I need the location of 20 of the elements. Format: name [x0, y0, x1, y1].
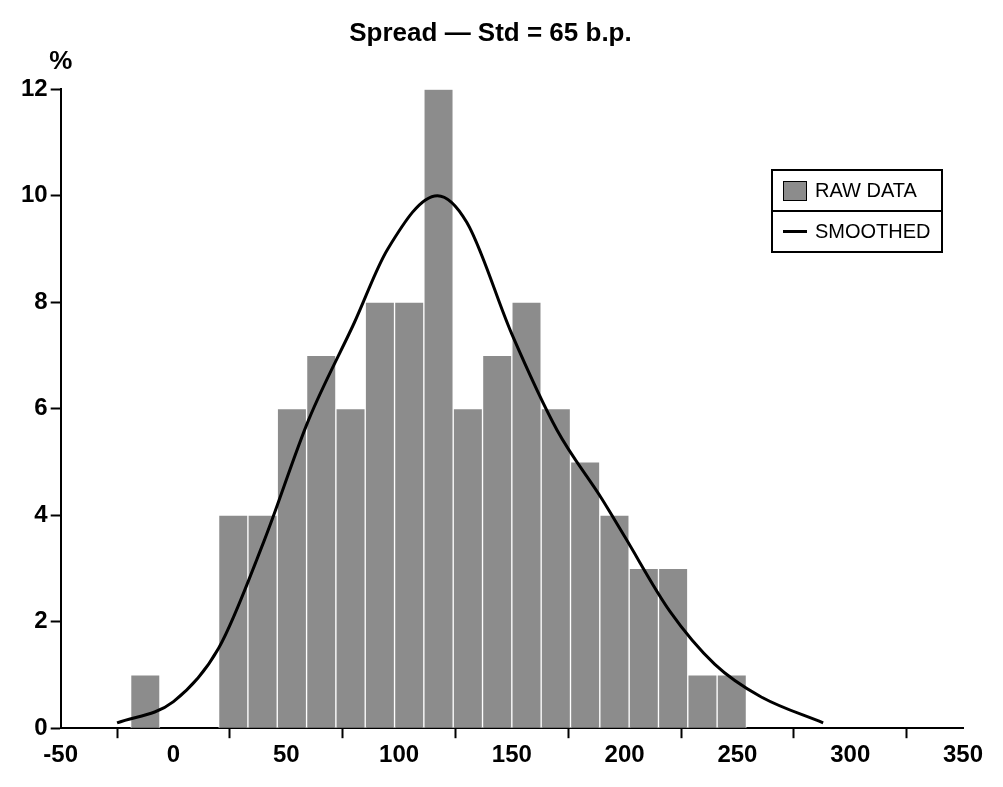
x-tick-label: 300	[830, 740, 871, 768]
x-tick-label: 100	[379, 740, 420, 768]
x-tick-label: 350	[942, 740, 984, 768]
x-tick-label: 250	[717, 740, 758, 768]
y-tick-label: 4	[34, 499, 49, 527]
x-tick-label: 0	[166, 740, 181, 768]
y-tick-label: 0	[34, 712, 48, 740]
legend-label: RAW DATA	[815, 179, 917, 203]
y-tick-label: 8	[34, 286, 48, 314]
legend-label: SMOOTHED	[815, 220, 931, 244]
chart-title: Spread — Std = 65 b.p.	[349, 16, 632, 47]
y-tick-label: 2	[34, 606, 48, 634]
y-tick-label: 10	[20, 180, 48, 208]
x-tick-label: 150	[491, 740, 532, 768]
y-tick-label: 12	[20, 73, 48, 101]
x-tick-label: -50	[43, 740, 79, 768]
x-tick-label: 50	[272, 740, 300, 768]
y-tick-label: 6	[34, 393, 48, 421]
x-tick-label: 200	[604, 740, 645, 768]
y-axis-title: %	[49, 45, 73, 76]
